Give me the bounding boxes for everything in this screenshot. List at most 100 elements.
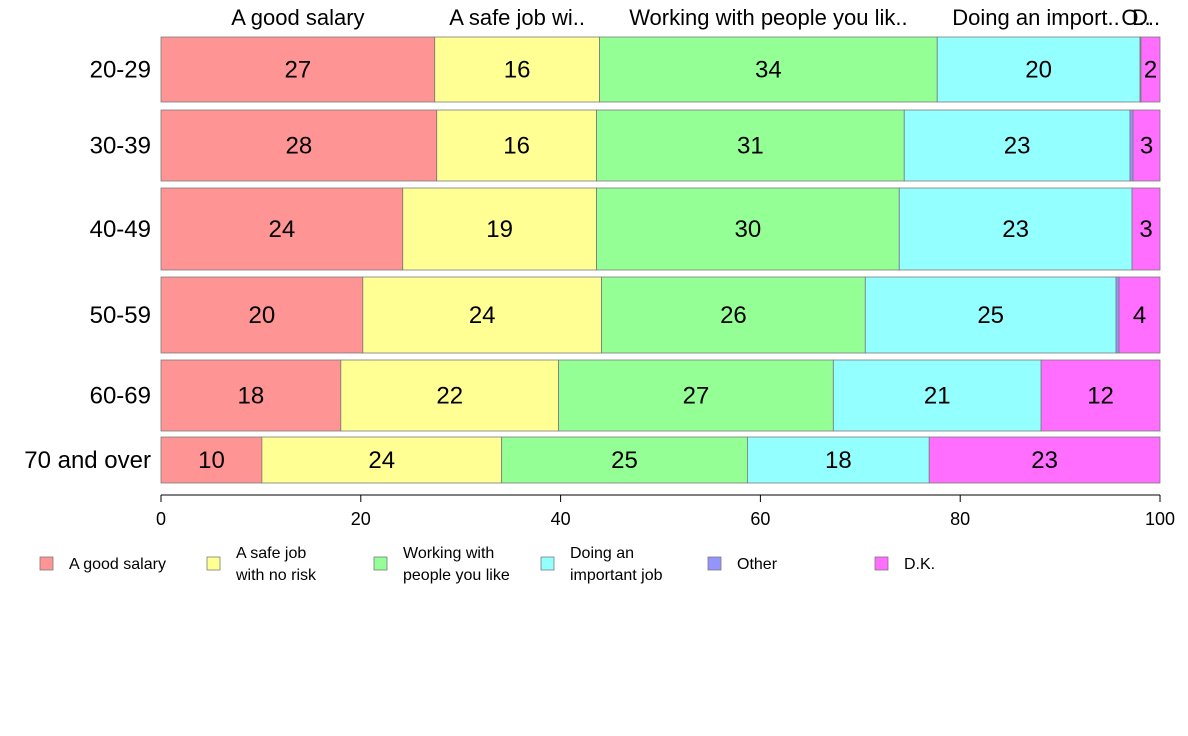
data-label: 24 <box>469 302 496 329</box>
legend-swatch <box>39 556 54 571</box>
x-tick-label: 40 <box>551 509 571 529</box>
bar-segment <box>928 436 1161 484</box>
bar-row-20-29: 27 16 34 20 2 <box>160 36 1161 103</box>
bar-segment <box>832 359 1042 432</box>
bar-segment <box>160 436 263 484</box>
data-label: 34 <box>755 57 782 84</box>
data-label: 3 <box>1139 216 1152 243</box>
data-label: 20 <box>249 302 276 329</box>
data-label: 10 <box>198 447 225 474</box>
data-label: 24 <box>269 216 296 243</box>
data-label: 27 <box>683 383 710 410</box>
series-top-label: O.. <box>1121 5 1150 30</box>
x-tick-label: 60 <box>750 509 770 529</box>
legend-label: A safe job <box>236 545 306 562</box>
legend-item: Doing an important job <box>540 545 663 584</box>
data-label: 21 <box>924 383 951 410</box>
series-top-label: A good salary <box>231 5 364 30</box>
bar-segment <box>1131 187 1161 271</box>
category-label: 30-39 <box>90 133 151 160</box>
bar-row-40-49: 24 19 30 23 3 <box>160 187 1161 271</box>
bar-segment <box>340 359 560 432</box>
bar-segment <box>501 436 748 484</box>
bar-segment <box>160 276 364 354</box>
bar-segment <box>1115 276 1120 354</box>
category-labels: 20-29 30-39 40-49 50-59 60-69 70 and over <box>24 57 151 475</box>
legend-swatch <box>540 556 555 571</box>
data-label: 30 <box>735 216 762 243</box>
bar-segment <box>160 109 438 182</box>
bar-segment <box>402 187 597 271</box>
data-label: 22 <box>436 383 463 410</box>
bar-segment <box>362 276 602 354</box>
data-label: 16 <box>503 133 530 160</box>
bar-segment <box>1140 36 1161 103</box>
bars: 27 16 34 20 2 28 16 31 23 3 24 19 30 23 3 20 24 26 25 4 18 22… <box>160 36 1161 484</box>
bar-segment <box>903 109 1131 182</box>
x-tick-label: 100 <box>1145 509 1175 529</box>
legend-item: Working with people you like <box>373 545 510 584</box>
series-top-label: Doing an import.. <box>952 5 1120 30</box>
legend-label: D.K. <box>904 556 935 573</box>
bar-segment <box>599 36 938 103</box>
data-label: 23 <box>1031 447 1058 474</box>
bar-row-30-39: 28 16 31 23 3 <box>160 109 1161 182</box>
legend-item: Other <box>707 556 778 573</box>
bar-segment <box>160 187 404 271</box>
bar-segment <box>864 276 1117 354</box>
data-label: 25 <box>977 302 1004 329</box>
category-label: 60-69 <box>90 383 151 410</box>
legend-label: A good salary <box>69 556 166 573</box>
data-label: 28 <box>286 133 313 160</box>
bar-segment <box>436 109 597 182</box>
legend-label: Working with <box>403 545 494 562</box>
data-label: 27 <box>285 57 312 84</box>
legend-swatch <box>206 556 221 571</box>
data-label: 23 <box>1002 216 1029 243</box>
legend-label: Other <box>737 556 778 573</box>
bar-segment <box>601 276 866 354</box>
legend-label: with no risk <box>235 567 317 584</box>
legend: A good salary A safe job with no risk Worki… <box>39 545 935 584</box>
bar-segment <box>1129 109 1134 182</box>
data-label: 2 <box>1144 57 1157 84</box>
data-label: 25 <box>611 447 638 474</box>
bar-segment <box>898 187 1133 271</box>
bar-row-60-69: 18 22 27 21 12 <box>160 359 1161 432</box>
legend-swatch <box>874 556 889 571</box>
x-tick-label: 80 <box>950 509 970 529</box>
x-tick-label: 20 <box>351 509 371 529</box>
category-label: 50-59 <box>90 302 151 329</box>
bar-segment <box>160 36 436 103</box>
category-label: 40-49 <box>90 216 151 243</box>
legend-label: people you like <box>403 567 510 584</box>
legend-label: important job <box>570 567 663 584</box>
data-label: 26 <box>720 302 747 329</box>
bar-segment <box>1040 359 1161 432</box>
data-label: 20 <box>1025 57 1052 84</box>
bar-segment <box>434 36 600 103</box>
legend-item: D.K. <box>874 556 935 573</box>
data-label: 12 <box>1087 383 1114 410</box>
data-label: 3 <box>1140 133 1153 160</box>
data-label: 24 <box>368 447 395 474</box>
bar-segment <box>160 359 342 432</box>
data-label: 4 <box>1133 302 1146 329</box>
bar-row-50-59: 20 24 26 25 4 <box>160 276 1161 354</box>
x-tick-label: 0 <box>156 509 166 529</box>
legend-item: A good salary <box>39 556 166 573</box>
bar-segment <box>596 109 905 182</box>
category-label: 20-29 <box>90 57 151 84</box>
data-label: 19 <box>486 216 513 243</box>
bar-segment <box>747 436 930 484</box>
data-label: 23 <box>1004 133 1031 160</box>
bar-segment <box>1132 109 1161 182</box>
bar-segment <box>558 359 834 432</box>
category-label: 70 and over <box>24 447 151 474</box>
bar-segment <box>936 36 1141 103</box>
legend-swatch <box>373 556 388 571</box>
bar-row-70-and-over: 10 24 25 18 23 <box>160 436 1161 484</box>
data-label: 16 <box>504 57 531 84</box>
legend-label: Doing an <box>570 545 634 562</box>
